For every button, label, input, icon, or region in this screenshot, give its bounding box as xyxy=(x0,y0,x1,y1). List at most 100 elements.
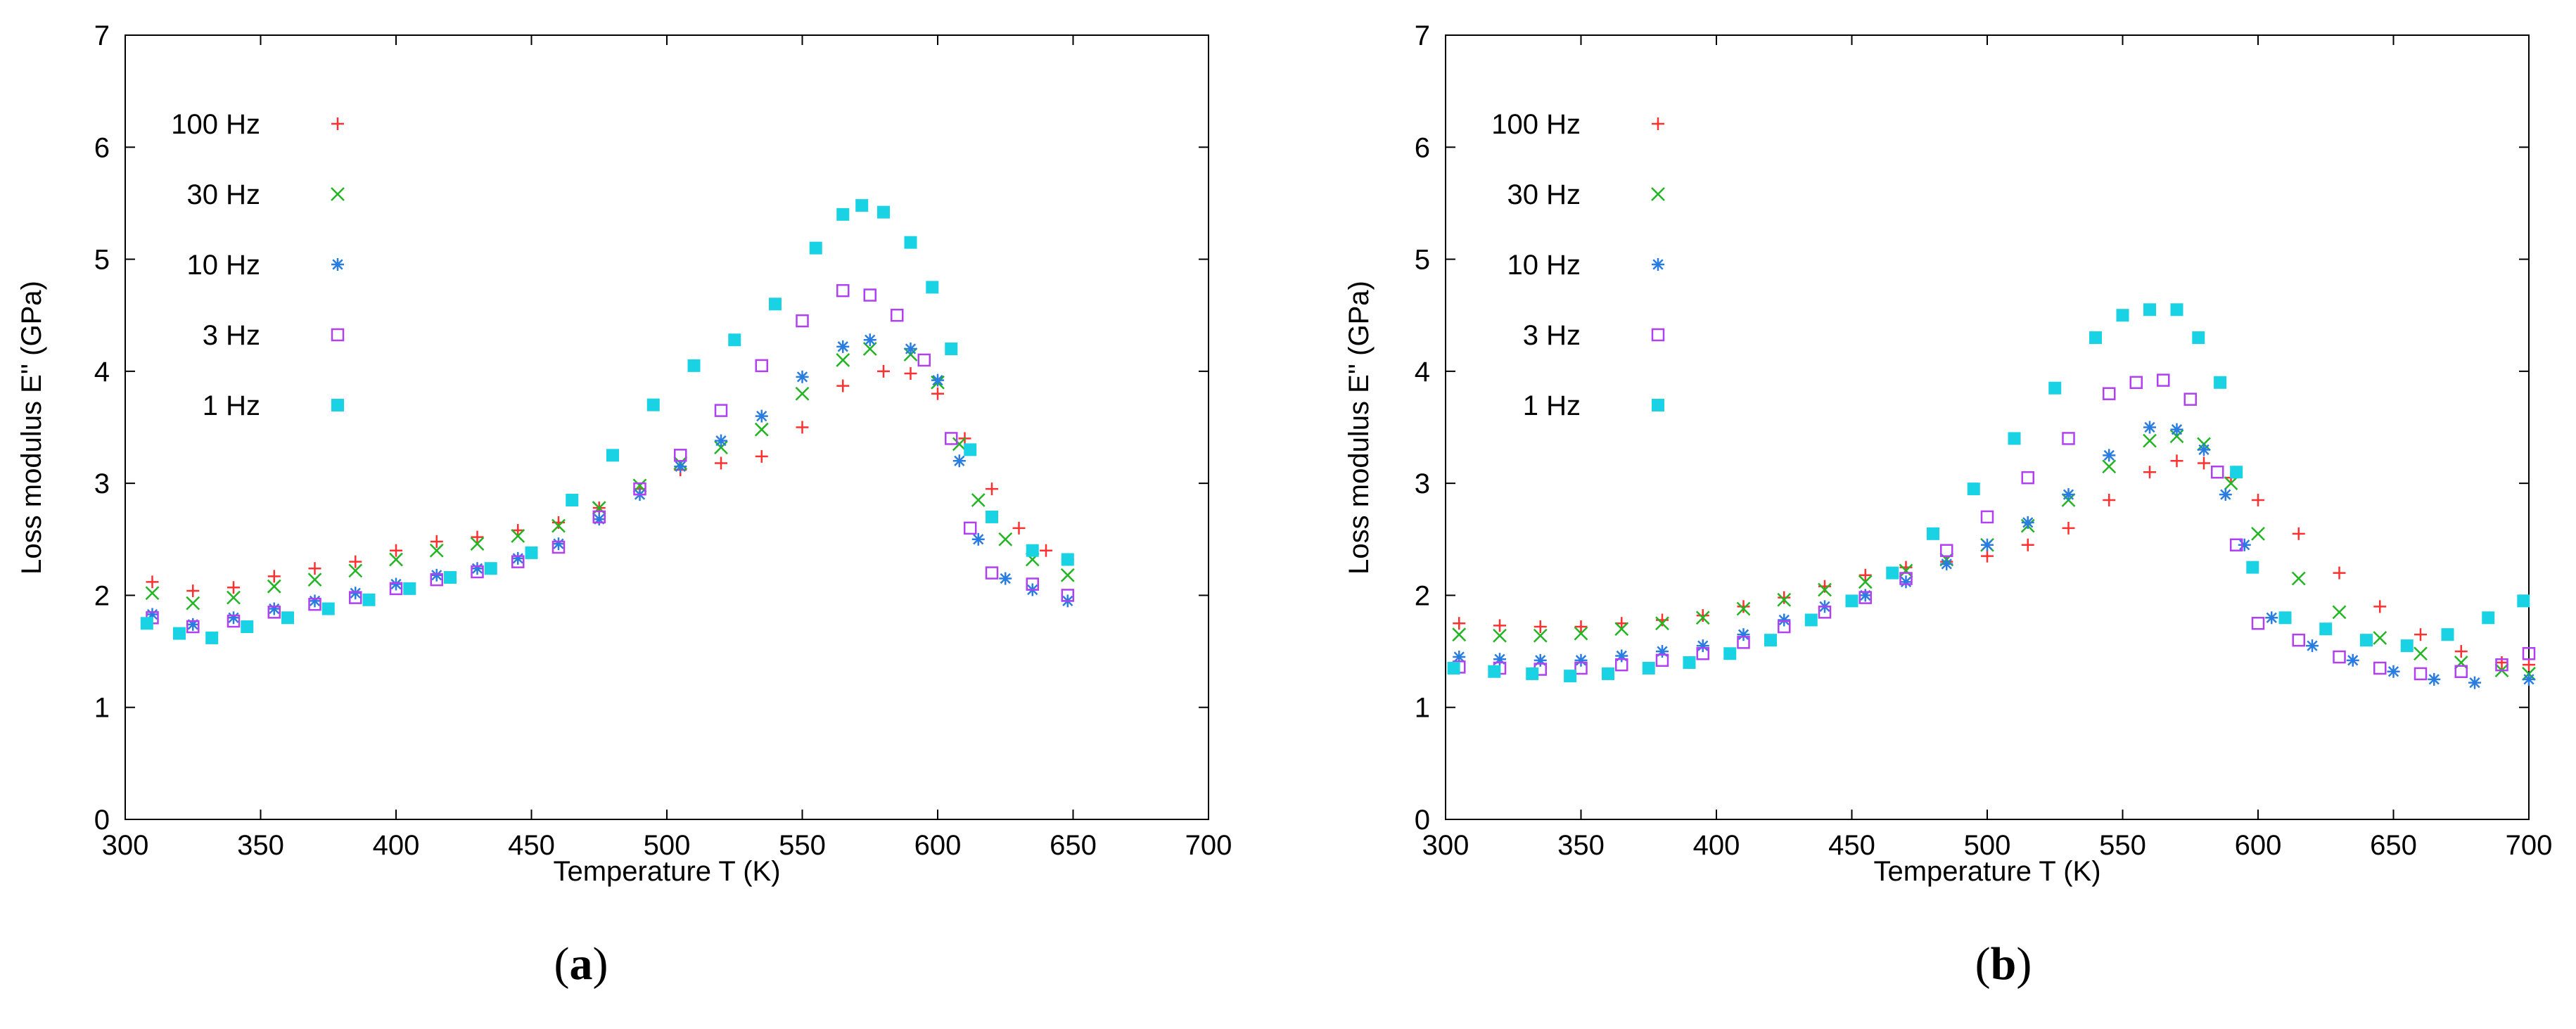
data-point xyxy=(795,386,810,401)
x-tick-label: 300 xyxy=(1422,830,1469,861)
data-point xyxy=(362,593,376,606)
data-point xyxy=(308,597,321,611)
data-point xyxy=(1737,636,1750,649)
data-point xyxy=(186,584,200,598)
legend-marker xyxy=(1652,258,1664,271)
data-point xyxy=(186,620,200,634)
data-point xyxy=(2332,605,2347,620)
data-point xyxy=(2021,538,2034,551)
data-point xyxy=(1764,634,1777,647)
data-point xyxy=(1940,557,1953,570)
data-point xyxy=(2062,521,2075,535)
data-point xyxy=(945,432,958,445)
x-tick-label: 700 xyxy=(1185,830,1232,861)
data-point xyxy=(1060,568,1075,582)
data-point xyxy=(308,562,321,575)
data-point xyxy=(2143,433,2157,448)
data-point xyxy=(484,562,497,575)
legend-label: 100 Hz xyxy=(171,109,260,140)
data-point xyxy=(2103,494,2116,507)
data-point xyxy=(1858,575,1873,589)
data-point xyxy=(1493,619,1506,632)
data-point xyxy=(971,493,986,507)
data-point xyxy=(2251,526,2265,541)
data-point xyxy=(2292,527,2305,540)
y-tick-label: 4 xyxy=(1415,357,1430,388)
data-point xyxy=(674,449,687,462)
data-point xyxy=(1778,613,1791,627)
data-point xyxy=(1602,667,1614,680)
x-tick-label: 500 xyxy=(1964,830,2011,861)
data-point xyxy=(1614,622,1629,637)
data-point xyxy=(2229,538,2243,551)
data-point xyxy=(227,611,240,625)
data-point xyxy=(2517,594,2530,608)
data-point xyxy=(267,606,281,619)
legend-label: 100 Hz xyxy=(1491,109,1581,140)
data-point xyxy=(1777,592,1792,607)
data-point xyxy=(931,373,944,387)
data-point xyxy=(2373,631,2387,645)
data-point xyxy=(471,530,484,544)
y-tick-label: 0 xyxy=(94,805,110,836)
data-point xyxy=(403,582,416,595)
data-point xyxy=(1804,613,1818,627)
legend-label: 10 Hz xyxy=(187,250,261,281)
x-axis-title: Temperature T (K) xyxy=(1873,856,2100,887)
y-tick-label: 2 xyxy=(1415,580,1430,611)
data-point xyxy=(2454,645,2468,658)
data-point xyxy=(2246,561,2259,574)
data-point xyxy=(2373,661,2387,675)
data-point xyxy=(2008,432,2021,445)
data-point xyxy=(1574,653,1588,667)
data-point xyxy=(349,587,362,600)
legend-marker xyxy=(1652,399,1664,411)
x-tick-label: 650 xyxy=(2370,830,2417,861)
data-point xyxy=(1488,665,1501,678)
data-point xyxy=(2454,656,2468,670)
x-tick-label: 650 xyxy=(1050,830,1097,861)
legend-label: 10 Hz xyxy=(1507,250,1581,281)
data-point xyxy=(1061,589,1075,602)
data-point xyxy=(863,333,876,347)
data-point xyxy=(1696,647,1709,660)
data-point xyxy=(985,566,999,580)
legend: 100 Hz 30 Hz 10 Hz 3 Hz 1 Hz xyxy=(171,109,345,421)
x-tick-label: 350 xyxy=(1557,830,1605,861)
data-point xyxy=(714,440,728,455)
x-tick-label: 500 xyxy=(644,830,691,861)
y-tick-label: 7 xyxy=(1415,20,1430,51)
data-point xyxy=(1642,661,1655,675)
data-point xyxy=(1453,617,1466,630)
x-tick-label: 400 xyxy=(373,830,420,861)
legend-label: 30 Hz xyxy=(187,179,261,210)
data-point xyxy=(1061,553,1074,566)
legend-marker xyxy=(331,399,344,411)
chart-panel-b: 300 350 400 450 500 550 600 650 700 0 1 2 3 4 5 6 7 Temp… xyxy=(1344,20,2552,990)
data-point xyxy=(2170,454,2183,468)
data-point xyxy=(1493,628,1507,643)
data-point xyxy=(1683,656,1696,669)
data-point xyxy=(1452,627,1467,642)
data-point xyxy=(1967,482,1980,496)
data-point xyxy=(2441,628,2454,641)
data-point xyxy=(267,602,281,615)
data-point xyxy=(145,586,160,601)
plot-frame xyxy=(1445,34,2530,820)
data-point xyxy=(307,573,322,587)
data-point xyxy=(2048,381,2062,395)
data-point xyxy=(430,568,443,582)
data-point xyxy=(2230,466,2243,479)
data-point xyxy=(1845,594,1858,608)
data-point xyxy=(755,449,768,463)
legend-label: 3 Hz xyxy=(1523,320,1581,351)
data-point xyxy=(2278,611,2292,625)
data-point xyxy=(1615,617,1628,630)
data-point xyxy=(390,544,402,557)
data-point xyxy=(877,364,890,378)
data-point xyxy=(389,552,403,567)
data-point xyxy=(444,570,457,584)
data-point xyxy=(1026,577,1039,591)
data-point xyxy=(836,353,850,367)
